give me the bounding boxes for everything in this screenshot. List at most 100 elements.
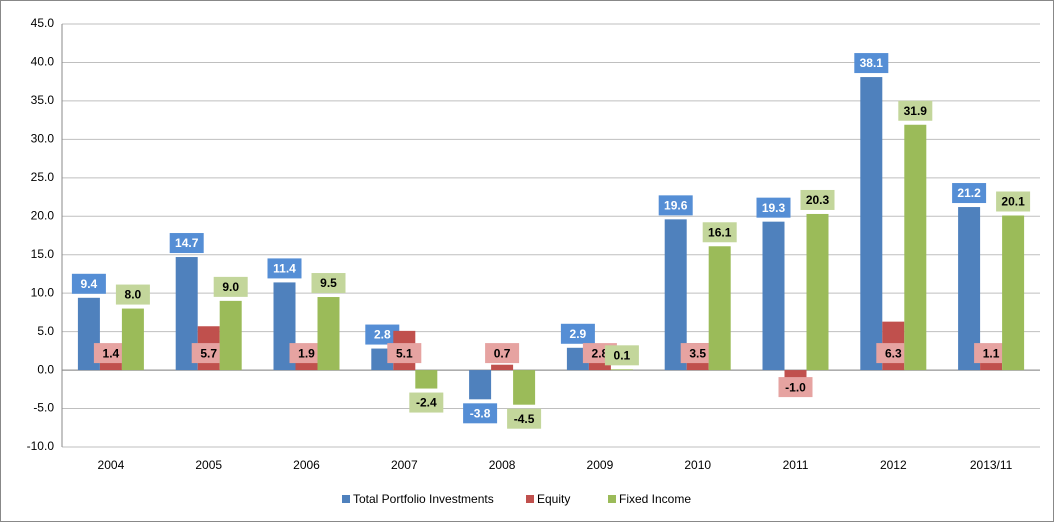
- legend-swatch: [526, 495, 534, 503]
- data-label: 2.8: [374, 328, 391, 342]
- y-tick-label: 10.0: [31, 285, 55, 299]
- x-tick-label: 2005: [195, 458, 222, 472]
- data-label-box: [507, 408, 542, 429]
- data-label: 14.7: [175, 236, 199, 250]
- data-label-box: [680, 343, 715, 364]
- data-label-box: [898, 100, 933, 121]
- x-tick-label: 2010: [684, 458, 711, 472]
- x-tick-label: 2007: [391, 458, 418, 472]
- data-label: 2.8: [592, 346, 609, 360]
- data-label: -3.8: [470, 406, 491, 420]
- bar: [806, 213, 829, 371]
- bar: [415, 370, 438, 389]
- bar: [513, 370, 536, 405]
- data-label: 8.0: [125, 288, 142, 302]
- y-tick-label: 45.0: [31, 16, 55, 30]
- data-label-box: [952, 183, 987, 204]
- data-label: 6.3: [885, 346, 902, 360]
- bar: [99, 359, 122, 371]
- y-tick-label: -10.0: [27, 439, 55, 453]
- legend-label: Fixed Income: [619, 492, 691, 506]
- bar: [980, 361, 1003, 371]
- x-tick-label: 2008: [489, 458, 516, 472]
- data-label: 21.2: [957, 186, 981, 200]
- data-label: 11.4: [273, 262, 296, 276]
- bar: [860, 77, 883, 371]
- data-label-box: [778, 377, 813, 398]
- bar: [219, 300, 242, 371]
- legend-swatch: [342, 495, 350, 503]
- data-label-box: [71, 273, 106, 294]
- data-label-box: [996, 191, 1031, 212]
- y-tick-label: 5.0: [37, 324, 54, 338]
- data-label: 31.9: [904, 104, 928, 118]
- legend-label: Equity: [537, 492, 570, 506]
- bar: [1002, 215, 1025, 371]
- data-label: 9.0: [222, 280, 239, 294]
- data-label: 1.9: [298, 346, 315, 360]
- data-label-box: [213, 276, 248, 297]
- bar: [317, 297, 340, 371]
- data-label-box: [387, 343, 422, 364]
- data-label: 1.1: [983, 346, 1000, 360]
- data-label: 9.5: [320, 276, 337, 290]
- data-label-box: [702, 222, 737, 243]
- data-label-box: [409, 392, 444, 413]
- data-label-box: [800, 189, 835, 210]
- data-label: 0.1: [614, 348, 631, 362]
- x-tick-label: 2013/11: [970, 458, 1013, 472]
- data-label-box: [267, 258, 302, 279]
- data-label: -1.0: [785, 380, 806, 394]
- data-label: 3.5: [689, 346, 706, 360]
- legend-label: Total Portfolio Investments: [353, 492, 494, 506]
- y-tick-label: 40.0: [31, 55, 55, 69]
- data-label-box: [658, 195, 693, 216]
- y-tick-label: 20.0: [31, 208, 55, 222]
- data-label: 19.3: [762, 201, 786, 215]
- x-tick-label: 2009: [587, 458, 614, 472]
- bar: [784, 370, 807, 378]
- data-label-box: [289, 343, 324, 364]
- data-label-box: [854, 53, 889, 74]
- data-label-box: [604, 345, 639, 366]
- bar: [708, 246, 731, 371]
- bar: [610, 369, 633, 371]
- data-label: 9.4: [81, 277, 98, 291]
- bar: [175, 257, 198, 371]
- bar: [762, 221, 785, 371]
- data-label: 0.7: [494, 346, 511, 360]
- data-label-box: [560, 323, 595, 344]
- data-label: 2.9: [570, 327, 587, 341]
- data-label-box: [365, 324, 400, 345]
- y-tick-label: -5.0: [33, 401, 54, 415]
- y-tick-label: 0.0: [37, 362, 54, 376]
- y-tick-label: 30.0: [31, 132, 55, 146]
- bar: [491, 364, 514, 371]
- data-label-box: [191, 343, 226, 364]
- data-label-box: [311, 273, 346, 294]
- data-label-box: [93, 343, 128, 364]
- x-tick-label: 2004: [98, 458, 125, 472]
- y-tick-label: 35.0: [31, 93, 55, 107]
- data-label: -4.5: [514, 412, 535, 426]
- y-tick-label: 15.0: [31, 247, 55, 261]
- data-label-box: [756, 197, 791, 218]
- bar: [469, 370, 492, 400]
- data-label-box: [463, 403, 498, 424]
- data-label-box: [974, 343, 1009, 364]
- data-label: 19.6: [664, 199, 688, 213]
- data-label: 5.7: [200, 346, 217, 360]
- data-label: 5.1: [396, 346, 413, 360]
- data-label-box: [115, 284, 150, 305]
- bar: [121, 308, 144, 371]
- y-tick-label: 25.0: [31, 170, 55, 184]
- legend-swatch: [608, 495, 616, 503]
- bar: [958, 207, 981, 371]
- data-label: 20.1: [1001, 195, 1025, 209]
- data-label-box: [876, 343, 911, 364]
- data-label-box: [169, 233, 204, 254]
- x-tick-label: 2012: [880, 458, 907, 472]
- bar: [664, 219, 687, 371]
